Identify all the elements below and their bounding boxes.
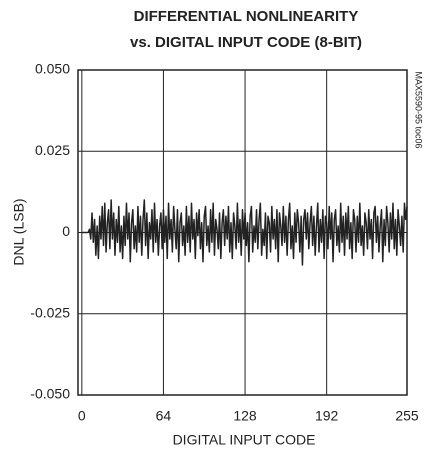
- y-tick-label: -0.050: [30, 386, 70, 402]
- y-tick-label: 0.025: [35, 142, 70, 158]
- x-tick-label: 255: [395, 408, 419, 424]
- x-tick-label: 0: [78, 408, 86, 424]
- y-tick-label: -0.025: [30, 304, 70, 320]
- chart-subtitle: vs. DIGITAL INPUT CODE (8-BIT): [130, 34, 362, 51]
- y-tick-label: 0: [62, 223, 70, 239]
- annotation: MAX5590-95 toc06: [414, 71, 424, 148]
- chart-title: DIFFERENTIAL NONLINEARITY: [134, 8, 359, 25]
- x-tick-label: 128: [233, 408, 257, 424]
- x-tick-label: 64: [156, 408, 172, 424]
- data-line: [81, 199, 408, 266]
- y-axis-label: DNL (LSB): [11, 198, 27, 265]
- x-tick-label: 192: [315, 408, 339, 424]
- x-axis-label: DIGITAL INPUT CODE: [173, 432, 316, 448]
- y-tick-label: 0.050: [35, 61, 70, 77]
